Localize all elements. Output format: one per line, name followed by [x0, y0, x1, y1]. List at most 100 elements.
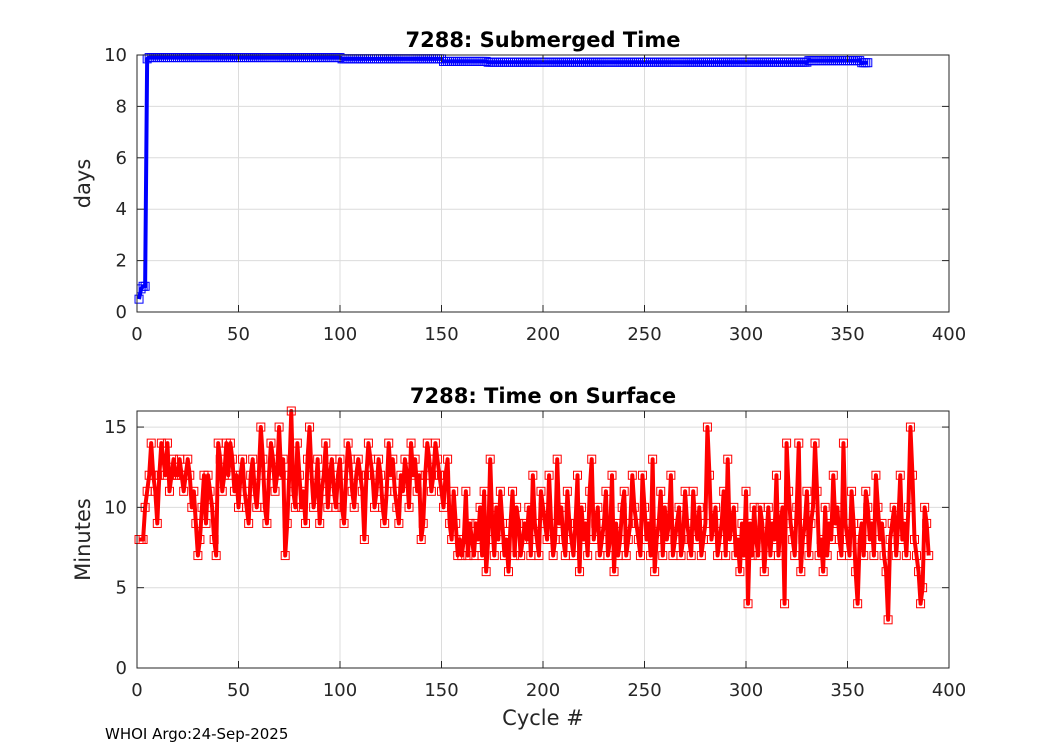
data-point — [696, 551, 706, 561]
data-point — [520, 518, 530, 528]
data-point — [674, 502, 684, 512]
data-point — [290, 502, 300, 512]
data-point — [897, 535, 907, 544]
data-point — [741, 486, 751, 496]
x-tick-label: 350 — [830, 324, 864, 345]
data-point — [587, 454, 597, 464]
data-point — [820, 502, 830, 512]
data-point — [240, 486, 250, 496]
data-point — [901, 551, 911, 561]
data-point — [717, 518, 727, 528]
data-point — [404, 502, 414, 512]
data-point — [510, 551, 520, 561]
data-point — [457, 551, 467, 561]
data-point — [907, 470, 917, 480]
data-point — [922, 518, 932, 528]
y-tick-label: 15 — [104, 417, 127, 438]
data-point — [227, 454, 237, 464]
data-point — [573, 470, 583, 480]
data-point — [843, 535, 852, 544]
data-point — [816, 535, 826, 544]
series-markers — [134, 53, 873, 304]
data-point — [564, 518, 574, 528]
data-point — [881, 567, 891, 577]
data-point — [672, 518, 682, 528]
data-point — [508, 486, 518, 496]
data-point — [384, 438, 394, 448]
data-point — [154, 470, 164, 480]
data-point — [485, 454, 495, 464]
data-point — [788, 535, 798, 544]
y-tick-label: 5 — [116, 578, 127, 599]
data-point — [800, 518, 810, 528]
data-point — [715, 535, 725, 544]
data-point — [759, 567, 769, 577]
data-point — [796, 567, 806, 577]
data-point — [776, 518, 786, 528]
data-point — [386, 470, 396, 480]
data-point — [282, 518, 292, 528]
data-point — [270, 486, 280, 496]
data-point — [654, 518, 664, 528]
data-point — [402, 470, 412, 480]
data-point — [865, 535, 875, 544]
data-point — [475, 502, 485, 512]
data-point — [778, 502, 788, 512]
data-point — [315, 518, 325, 528]
data-point — [652, 535, 662, 544]
data-point — [185, 470, 195, 480]
data-point — [254, 470, 264, 480]
data-point — [400, 454, 410, 464]
data-point — [909, 535, 919, 544]
x-tick-label: 50 — [227, 324, 250, 345]
data-point — [621, 551, 631, 561]
data-point — [217, 486, 227, 496]
data-point — [554, 518, 564, 528]
data-point — [534, 551, 544, 561]
data-point — [347, 486, 357, 496]
data-point — [532, 535, 542, 544]
data-point — [530, 518, 540, 528]
data-point — [798, 535, 808, 544]
data-point — [733, 535, 743, 544]
data-point — [627, 470, 637, 480]
data-point — [607, 470, 617, 480]
data-point — [747, 551, 757, 561]
data-point — [771, 470, 781, 480]
data-point — [625, 518, 635, 528]
data-point — [258, 454, 268, 464]
data-point — [465, 518, 475, 528]
data-point — [266, 438, 276, 448]
data-point — [642, 535, 652, 544]
data-point — [307, 470, 317, 480]
data-point — [599, 518, 609, 528]
data-point — [830, 518, 840, 528]
x-tick-label: 400 — [932, 680, 966, 701]
y-tick-label: 0 — [116, 658, 127, 679]
data-point — [605, 535, 615, 544]
data-point — [656, 486, 666, 496]
data-point — [335, 454, 345, 464]
data-point — [260, 502, 270, 512]
data-point — [363, 438, 373, 448]
data-point — [883, 615, 893, 625]
data-point — [650, 567, 660, 577]
data-point — [751, 535, 761, 544]
data-point — [187, 502, 197, 512]
data-point — [311, 486, 321, 496]
data-point — [579, 535, 589, 544]
data-point — [408, 470, 418, 480]
data-point — [899, 518, 909, 528]
x-tick-label: 250 — [627, 324, 661, 345]
data-point — [859, 551, 869, 561]
data-point — [451, 518, 461, 528]
data-point — [646, 551, 656, 561]
data-point — [467, 535, 477, 544]
data-point — [548, 551, 558, 561]
data-point — [152, 518, 162, 528]
data-point — [786, 518, 796, 528]
data-point — [341, 470, 351, 480]
data-point — [640, 502, 649, 512]
data-point — [838, 438, 848, 448]
footer-timestamp: WHOI Argo:24-Sep-2025 — [105, 725, 289, 743]
